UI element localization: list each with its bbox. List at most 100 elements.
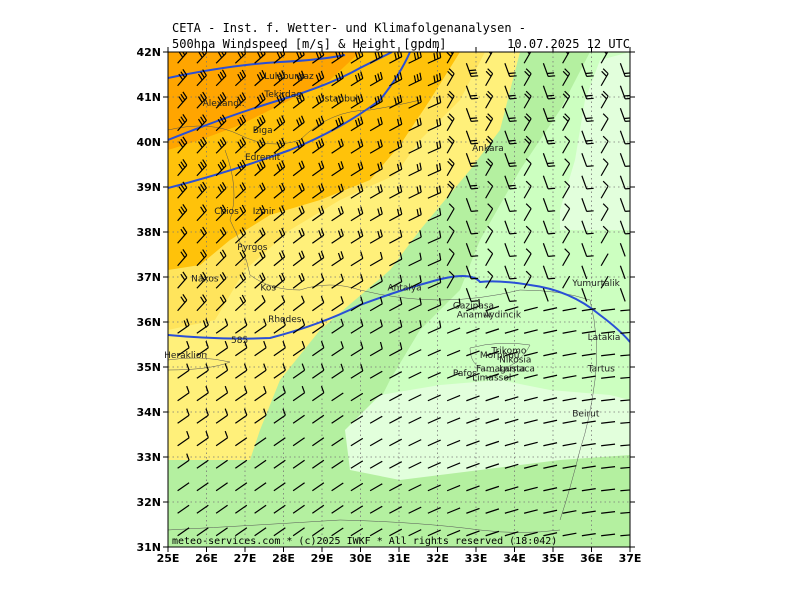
- wind-barb-staff: [601, 533, 616, 537]
- wind-barb-feather: [298, 252, 303, 260]
- wind-barb-feather: [301, 340, 306, 348]
- wind-barb-feather: [471, 120, 479, 123]
- wind-barb-staff: [350, 235, 364, 244]
- wind-barb-staff: [620, 444, 630, 447]
- wind-barb-staff: [350, 257, 364, 267]
- wind-barb-feather: [469, 69, 477, 72]
- wind-barb-feather: [180, 273, 186, 281]
- wind-barb-feather: [241, 227, 247, 234]
- wind-barb-feather: [396, 141, 400, 149]
- wind-barb-staff: [581, 220, 588, 235]
- wind-barb-feather: [180, 228, 186, 236]
- city-label: Latakia: [588, 333, 621, 343]
- wind-barb-staff: [485, 508, 500, 514]
- wind-barb-feather: [337, 252, 342, 260]
- wind-barb-feather: [315, 96, 320, 104]
- wind-barb-feather: [281, 160, 286, 168]
- wind-barb-staff: [215, 165, 227, 177]
- wind-barb-staff: [620, 399, 630, 402]
- wind-barb-staff: [254, 414, 267, 424]
- wind-barb-feather: [282, 363, 286, 371]
- wind-barb-staff: [215, 482, 228, 492]
- wind-barb-feather: [241, 159, 247, 167]
- wind-barb-staff: [369, 190, 383, 199]
- wind-barb-feather: [471, 300, 479, 303]
- wind-barb-feather: [259, 184, 264, 192]
- wind-barb-staff: [446, 327, 461, 334]
- wind-barb-staff: [312, 302, 325, 312]
- wind-barb-feather: [335, 74, 339, 82]
- wind-barb-feather: [448, 203, 455, 210]
- wind-barb-staff: [523, 531, 538, 537]
- wind-barb-staff: [312, 459, 325, 469]
- wind-barb-feather: [259, 116, 264, 124]
- wind-barb-feather: [186, 340, 190, 348]
- wind-barb-feather: [448, 248, 455, 255]
- wind-barb-feather: [357, 73, 361, 81]
- wind-barb-feather: [261, 204, 266, 212]
- wind-barb-staff: [196, 232, 207, 244]
- wind-barb-feather: [478, 298, 481, 306]
- wind-barb-feather: [564, 248, 571, 255]
- wind-barb-staff: [581, 108, 588, 122]
- wind-barb-staff: [312, 527, 325, 537]
- wind-barb-feather: [321, 52, 325, 56]
- wind-barb-staff: [312, 99, 325, 109]
- wind-barb-staff: [600, 95, 609, 109]
- wind-barb-feather: [377, 208, 381, 216]
- wind-barb-staff: [427, 327, 441, 334]
- wind-barb-staff: [620, 354, 630, 357]
- wind-barb-feather: [524, 93, 531, 100]
- wind-barb-feather: [601, 70, 608, 77]
- wind-barb-feather: [340, 206, 344, 214]
- city-label: Tekirdag: [263, 90, 302, 100]
- wind-barb-staff: [601, 398, 616, 402]
- wind-barb-staff: [581, 510, 596, 514]
- wind-barb-staff: [619, 198, 626, 212]
- wind-barb-feather: [488, 52, 492, 55]
- wind-barb-staff: [177, 347, 190, 357]
- wind-barb-staff: [177, 74, 188, 87]
- wind-barb-staff: [485, 185, 494, 199]
- wind-barb-feather: [197, 118, 203, 126]
- wind-barb-staff: [177, 142, 188, 154]
- wind-barb-feather: [221, 69, 227, 77]
- wind-barb-feather: [301, 318, 306, 326]
- wind-barb-feather: [282, 408, 286, 416]
- wind-barb-feather: [508, 184, 516, 187]
- wind-barb-feather: [354, 119, 359, 127]
- wind-barb-staff: [196, 255, 207, 267]
- wind-barb-staff: [389, 528, 403, 537]
- wind-barb-staff: [581, 465, 596, 469]
- wind-barb-staff: [177, 119, 188, 132]
- wind-barb-feather: [301, 160, 305, 168]
- wind-barb-staff: [562, 330, 577, 334]
- wind-barb-staff: [196, 210, 207, 222]
- wind-barb-feather: [278, 117, 283, 125]
- wind-barb-staff: [273, 98, 286, 109]
- wind-barb-feather: [301, 273, 305, 280]
- wind-barb-staff: [350, 77, 364, 87]
- wind-barb-staff: [523, 253, 532, 267]
- wind-barb-feather: [259, 229, 264, 237]
- wind-barb-feather: [178, 186, 184, 193]
- wind-barb-staff: [292, 256, 305, 267]
- wind-barb-staff: [312, 144, 325, 154]
- wind-barb-feather: [205, 408, 209, 416]
- wind-barb-staff: [254, 437, 267, 447]
- wind-barb-feather: [438, 320, 442, 328]
- wind-barb-staff: [504, 508, 519, 514]
- wind-barb-feather: [320, 70, 325, 78]
- wind-barb-feather: [256, 119, 262, 126]
- wind-barb-staff: [620, 511, 630, 514]
- wind-barb-feather: [396, 73, 400, 81]
- wind-barb-feather: [281, 92, 286, 100]
- wind-barb-feather: [200, 184, 205, 191]
- wind-barb-staff: [350, 527, 364, 537]
- wind-barb-staff: [215, 504, 228, 514]
- wind-barb-feather: [360, 139, 364, 147]
- wind-barb-feather: [525, 203, 532, 210]
- wind-barb-staff: [254, 392, 267, 402]
- wind-barb-feather: [447, 183, 454, 190]
- wind-barb-staff: [215, 392, 228, 402]
